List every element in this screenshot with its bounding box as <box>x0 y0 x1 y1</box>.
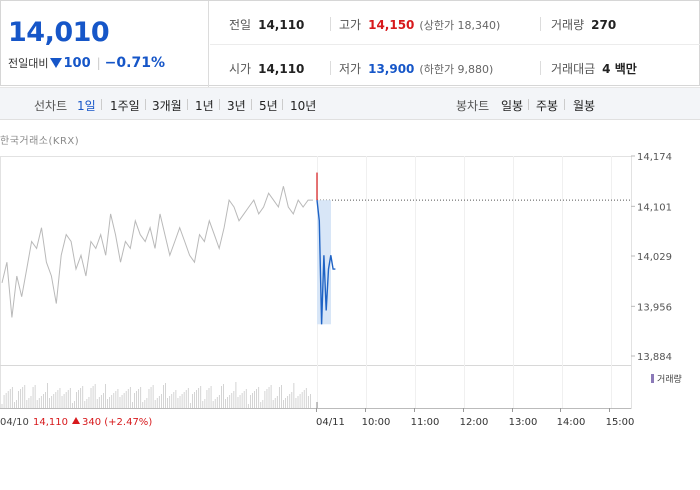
candle-monthly[interactable]: 월봉 <box>573 99 596 113</box>
stat-value: 14,110 <box>258 18 305 32</box>
stat-value: 14,150 <box>368 18 415 32</box>
separator <box>528 99 529 110</box>
prev-day-close: 14,110 <box>33 417 68 428</box>
separator <box>145 99 146 110</box>
row-divider <box>210 44 700 45</box>
change-separator: | <box>96 56 101 70</box>
change-amount: 100 <box>63 55 91 71</box>
divider <box>330 17 331 31</box>
source-label: 한국거래소(KRX) <box>0 136 80 147</box>
divider <box>330 61 331 75</box>
x-tick-label: 13:00 <box>509 417 538 428</box>
prev-day-change: 340 (+2.47%) <box>82 417 152 428</box>
volume-legend-swatch <box>651 374 654 383</box>
line-chart-label: 선차트 <box>34 99 68 113</box>
price-block: 14,010 전일대비 100 | −0.71% <box>1 1 209 87</box>
period-1w[interactable]: 1주일 <box>110 99 140 113</box>
separator <box>101 99 102 110</box>
plot-frame <box>0 156 632 409</box>
stat-sub: (하한가 9,880) <box>419 63 494 76</box>
volume-legend-label: 거래량 <box>657 375 682 385</box>
stat-open: 시가 14,110 <box>229 60 304 77</box>
separator <box>564 99 565 110</box>
stat-label: 고가 <box>339 18 362 32</box>
stats-grid: 전일 14,110 고가 14,150 (상한가 18,340) 거래량 270… <box>210 1 700 87</box>
period-bar: 선차트 1일 1주일 3개월 1년 3년 5년 10년 봉차트 일봉 주봉 월봉 <box>0 87 700 120</box>
quote-summary: 14,010 전일대비 100 | −0.71% 전일 14,110 고가 14… <box>0 0 700 87</box>
x-tick-label: 10:00 <box>362 417 391 428</box>
x-tick-label: 04/11 <box>316 417 345 428</box>
period-5y[interactable]: 5년 <box>259 99 278 113</box>
separator <box>282 99 283 110</box>
today-line <box>316 200 336 325</box>
y-tick-label: 13,884 <box>637 352 672 363</box>
stat-prev-close: 전일 14,110 <box>229 16 304 33</box>
candle-weekly[interactable]: 주봉 <box>536 99 559 113</box>
period-10y[interactable]: 10년 <box>290 99 317 113</box>
price-chart: 14,174 14,101 14,029 13,956 13,884 04/11 10:00… <box>0 152 672 428</box>
stat-volume: 거래량 270 <box>551 16 616 33</box>
stat-value: 13,900 <box>368 62 415 76</box>
stat-label: 저가 <box>339 62 362 76</box>
change-rate: −0.71% <box>104 55 165 71</box>
period-1d[interactable]: 1일 <box>77 99 96 113</box>
current-price: 14,010 <box>8 17 110 48</box>
stat-low: 저가 13,900 (하한가 9,880) <box>339 60 493 77</box>
prev-day-line <box>1 186 313 318</box>
change-label: 전일대비 <box>8 57 49 70</box>
period-3m[interactable]: 3개월 <box>152 99 182 113</box>
stat-value: 270 <box>591 18 617 32</box>
stat-high: 고가 14,150 (상한가 18,340) <box>339 16 500 33</box>
separator <box>219 99 220 110</box>
period-1y[interactable]: 1년 <box>195 99 214 113</box>
x-tick-label: 14:00 <box>557 417 586 428</box>
divider <box>540 17 541 31</box>
stat-label: 시가 <box>229 62 252 76</box>
x-tick-label: 15:00 <box>606 417 635 428</box>
y-tick-label: 13,956 <box>637 302 672 313</box>
stat-value: 14,110 <box>258 62 305 76</box>
prev-day-date: 04/10 <box>0 417 29 428</box>
x-tick-label: 11:00 <box>411 417 440 428</box>
stat-label: 전일 <box>229 18 252 32</box>
candle-chart-label: 봉차트 <box>456 99 490 113</box>
volume-legend: 거래량 <box>651 372 682 385</box>
x-tick-label: 12:00 <box>460 417 489 428</box>
down-triangle-icon <box>50 58 63 68</box>
period-3y[interactable]: 3년 <box>227 99 246 113</box>
y-tick-label: 14,029 <box>637 252 672 263</box>
candle-daily[interactable]: 일봉 <box>501 99 524 113</box>
stat-value: 4 백만 <box>602 62 637 76</box>
divider <box>540 61 541 75</box>
separator <box>251 99 252 110</box>
y-tick-label: 14,101 <box>637 202 672 213</box>
chart-area: 한국거래소(KRX) 14,174 14,101 14,029 13,956 13,88… <box>0 121 700 490</box>
stat-amount: 거래대금 4 백만 <box>551 60 637 77</box>
stat-sub: (상한가 18,340) <box>419 19 501 32</box>
change-row: 전일대비 100 | −0.71% <box>8 55 165 71</box>
up-triangle-icon <box>72 417 80 424</box>
y-tick-label: 14,174 <box>637 152 672 163</box>
separator <box>187 99 188 110</box>
stat-label: 거래량 <box>551 18 585 32</box>
stat-label: 거래대금 <box>551 62 596 76</box>
